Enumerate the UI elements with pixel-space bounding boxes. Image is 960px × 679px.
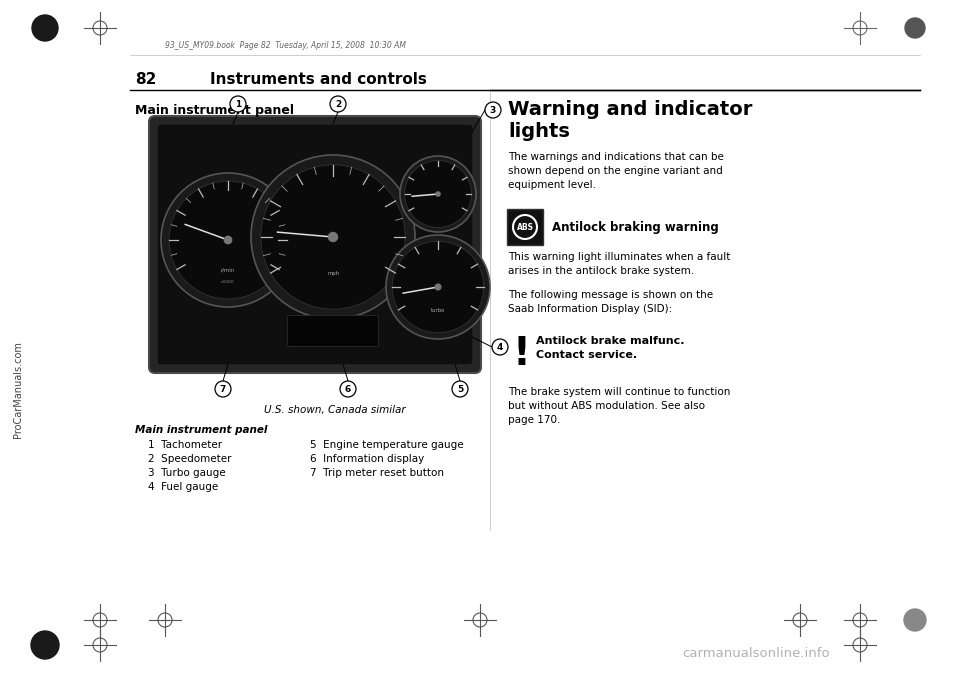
Circle shape	[161, 173, 295, 307]
Circle shape	[904, 609, 926, 631]
FancyBboxPatch shape	[149, 116, 481, 373]
Text: !: !	[513, 335, 531, 373]
Text: 1  Tachometer: 1 Tachometer	[148, 440, 222, 450]
Text: turbo: turbo	[431, 308, 445, 313]
Text: Antilock brake malfunc.: Antilock brake malfunc.	[536, 336, 684, 346]
Text: Main instrument panel: Main instrument panel	[135, 104, 294, 117]
Circle shape	[452, 381, 468, 397]
Text: but without ABS modulation. See also: but without ABS modulation. See also	[508, 401, 705, 411]
Circle shape	[261, 165, 405, 309]
Text: 1: 1	[235, 100, 241, 109]
Circle shape	[169, 181, 287, 299]
Circle shape	[492, 339, 508, 355]
Text: equipment level.: equipment level.	[508, 180, 596, 190]
Text: 4: 4	[497, 343, 503, 352]
Text: mph: mph	[327, 272, 339, 276]
Text: lights: lights	[508, 122, 570, 141]
Circle shape	[435, 284, 441, 290]
Text: 7: 7	[220, 385, 227, 394]
Text: ProCarManuals.com: ProCarManuals.com	[13, 342, 23, 439]
Circle shape	[251, 155, 415, 319]
Text: 6  Information display: 6 Information display	[310, 454, 424, 464]
Text: x1000: x1000	[221, 280, 235, 284]
Circle shape	[404, 160, 471, 227]
Circle shape	[905, 18, 925, 38]
Circle shape	[328, 232, 338, 242]
Text: 82: 82	[135, 72, 156, 87]
FancyBboxPatch shape	[507, 209, 543, 245]
Text: arises in the antilock brake system.: arises in the antilock brake system.	[508, 266, 694, 276]
Text: 7  Trip meter reset button: 7 Trip meter reset button	[310, 468, 444, 478]
Circle shape	[393, 241, 484, 333]
Text: 4  Fuel gauge: 4 Fuel gauge	[148, 482, 218, 492]
Text: 2  Speedometer: 2 Speedometer	[148, 454, 231, 464]
Text: Antilock braking warning: Antilock braking warning	[552, 221, 719, 234]
Text: 6: 6	[345, 385, 351, 394]
Circle shape	[31, 631, 59, 659]
Circle shape	[230, 96, 246, 112]
Circle shape	[330, 96, 346, 112]
Text: 2: 2	[335, 100, 341, 109]
Text: Instruments and controls: Instruments and controls	[210, 72, 427, 87]
Text: 3: 3	[490, 106, 496, 115]
Text: 93_US_MY09.book  Page 82  Tuesday, April 15, 2008  10:30 AM: 93_US_MY09.book Page 82 Tuesday, April 1…	[165, 41, 406, 50]
Text: U.S. shown, Canada similar: U.S. shown, Canada similar	[264, 405, 406, 415]
Text: page 170.: page 170.	[508, 415, 561, 425]
Text: Warning and indicator: Warning and indicator	[508, 100, 753, 119]
Circle shape	[485, 102, 501, 118]
FancyBboxPatch shape	[157, 124, 473, 365]
Circle shape	[386, 235, 490, 339]
FancyBboxPatch shape	[287, 316, 378, 346]
Circle shape	[32, 15, 58, 41]
Text: The brake system will continue to function: The brake system will continue to functi…	[508, 387, 731, 397]
Circle shape	[436, 192, 440, 196]
Text: This warning light illuminates when a fault: This warning light illuminates when a fa…	[508, 252, 731, 262]
Text: The following message is shown on the: The following message is shown on the	[508, 290, 713, 300]
Text: The warnings and indications that can be: The warnings and indications that can be	[508, 152, 724, 162]
Text: 5  Engine temperature gauge: 5 Engine temperature gauge	[310, 440, 464, 450]
Text: shown depend on the engine variant and: shown depend on the engine variant and	[508, 166, 723, 176]
Circle shape	[400, 156, 476, 232]
Text: 3  Turbo gauge: 3 Turbo gauge	[148, 468, 226, 478]
Text: Main instrument panel: Main instrument panel	[135, 425, 268, 435]
Circle shape	[225, 236, 231, 244]
Circle shape	[215, 381, 231, 397]
Text: ABS: ABS	[516, 223, 534, 232]
Text: Contact service.: Contact service.	[536, 350, 637, 360]
Text: carmanualsonline.info: carmanualsonline.info	[683, 647, 830, 660]
Text: Saab Information Display (SID):: Saab Information Display (SID):	[508, 304, 672, 314]
Circle shape	[340, 381, 356, 397]
Text: r/min: r/min	[221, 268, 235, 273]
Text: 5: 5	[457, 385, 463, 394]
